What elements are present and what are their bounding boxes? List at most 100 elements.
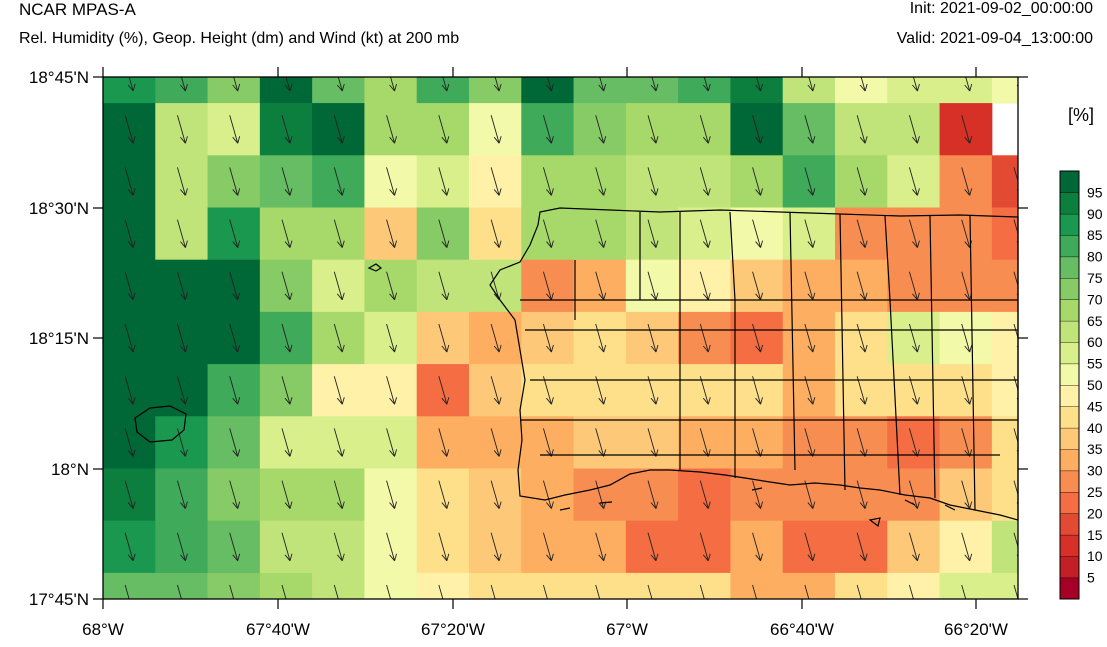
- wind-arrow: [752, 115, 762, 144]
- wind-arrow: [490, 376, 500, 405]
- wind-arrow: [752, 480, 762, 509]
- wind-arrow: [124, 323, 134, 353]
- wind-arrow: [124, 532, 134, 561]
- wind-arrow: [752, 219, 762, 248]
- colorbar-label: 35: [1087, 441, 1103, 457]
- wind-arrow: [490, 271, 500, 300]
- grid-cell: [835, 572, 888, 599]
- wind-arrow: [281, 167, 291, 196]
- wind-arrow: [699, 271, 709, 300]
- wind-arrow: [804, 376, 814, 405]
- wind-arrow: [699, 376, 709, 405]
- wind-arrow: [595, 219, 605, 248]
- wind-arrow: [908, 428, 918, 457]
- wind-arrow: [386, 584, 392, 599]
- coastline: [134, 207, 1019, 528]
- colorbar-swatch: [1059, 427, 1080, 450]
- grid-cell: [364, 77, 418, 104]
- grid-cell: [887, 77, 941, 104]
- wind-arrow: [229, 376, 239, 405]
- wind-arrow: [856, 376, 866, 405]
- wind-arrow: [595, 115, 605, 144]
- wind-arrow: [180, 77, 186, 92]
- y-tick-label: 18°N: [51, 460, 89, 479]
- wind-arrow: [124, 271, 134, 300]
- wind-arrow: [281, 532, 291, 561]
- wind-arrow: [860, 77, 866, 92]
- grid-cell: [991, 416, 1018, 469]
- colorbar-label: 65: [1087, 313, 1103, 329]
- wind-arrow: [542, 428, 552, 457]
- wind-arrow: [281, 323, 291, 353]
- colorbar-swatch: [1059, 577, 1080, 600]
- colorbar-label: 80: [1087, 249, 1103, 265]
- wind-arrow: [804, 219, 814, 248]
- wind-arrow: [333, 480, 343, 509]
- wind-arrow: [647, 584, 653, 599]
- grid-cell: [991, 572, 1018, 599]
- grid-cell: [625, 572, 679, 599]
- wind-arrow: [542, 115, 552, 144]
- wind-arrow: [804, 584, 810, 599]
- wind-arrow: [856, 532, 866, 561]
- wind-arrow: [1013, 167, 1018, 184]
- colorbar-swatch: [1059, 384, 1080, 407]
- wind-arrow: [542, 532, 552, 561]
- colorbar-label: 40: [1087, 420, 1103, 436]
- wind-arrow: [333, 584, 339, 599]
- grid-cell: [678, 572, 731, 599]
- wind-arrow: [804, 115, 814, 144]
- grid-cell: [730, 572, 784, 599]
- wind-arrow: [1013, 376, 1018, 392]
- wind-arrow: [599, 77, 605, 92]
- init-time: Init: 2021-09-02_00:00:00: [909, 0, 1093, 17]
- wind-arrow: [176, 532, 186, 561]
- wind-arrow: [595, 584, 601, 599]
- wind-arrow: [229, 532, 239, 561]
- wind-arrow: [229, 480, 239, 509]
- wind-arrow: [804, 323, 814, 353]
- wind-arrow: [390, 77, 396, 92]
- wind-arrow: [752, 323, 762, 353]
- wind-arrow: [595, 428, 605, 457]
- wind-arrow: [124, 428, 134, 457]
- wind-arrow: [908, 480, 918, 509]
- southern-cays: [559, 487, 956, 528]
- grid-cell: [312, 77, 365, 104]
- wind-arrow: [961, 271, 971, 300]
- colorbar-label: 75: [1087, 270, 1103, 286]
- wind-arrow: [128, 77, 134, 92]
- wind-arrow: [804, 271, 814, 300]
- wind-arrow: [908, 167, 918, 196]
- wind-arrow: [595, 532, 605, 561]
- wind-arrow: [124, 584, 130, 599]
- grid-cell: [625, 77, 679, 104]
- wind-arrow: [438, 219, 448, 248]
- grid-cell: [521, 572, 575, 599]
- wind-arrow: [699, 584, 705, 599]
- wind-arrow: [961, 323, 971, 353]
- wind-arrow: [856, 480, 866, 509]
- wind-arrow: [961, 584, 967, 599]
- wind-arrow: [442, 77, 448, 92]
- wind-arrow: [699, 115, 709, 144]
- colorbar-label: 70: [1087, 291, 1103, 307]
- wind-arrow: [647, 428, 657, 457]
- wind-arrow: [1013, 480, 1018, 497]
- wind-arrow: [1013, 584, 1018, 599]
- wind-arrow: [490, 115, 500, 144]
- wind-arrow: [438, 532, 448, 561]
- wind-arrow: [647, 480, 657, 509]
- wind-arrow: [752, 428, 762, 457]
- wind-arrow: [124, 167, 134, 196]
- wind-arrow: [856, 323, 866, 353]
- colorbar-swatch: [1059, 363, 1080, 386]
- grid-cell: [416, 572, 470, 599]
- grid-cell: [312, 572, 365, 599]
- grid-cell: [991, 520, 1018, 574]
- colorbar: 5 10 15 20 25 30 35 40 45 50 55 60 65 70 75 80 85 90 95: [1059, 170, 1103, 600]
- colorbar-swatch: [1059, 556, 1080, 579]
- x-tick-label: 67°40'W: [246, 620, 310, 639]
- wind-arrow: [542, 271, 552, 300]
- wind-arrow: [856, 115, 866, 144]
